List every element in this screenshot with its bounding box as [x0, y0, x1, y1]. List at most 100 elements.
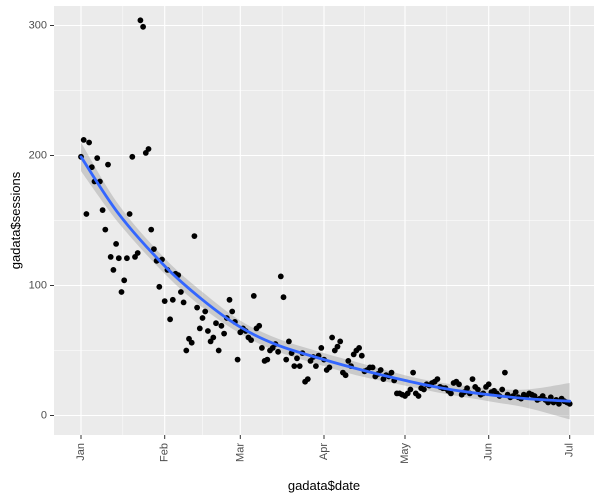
data-point — [115, 255, 122, 262]
data-point — [280, 294, 287, 301]
data-point — [169, 296, 176, 303]
data-point — [326, 364, 333, 371]
y-tick-label: 300 — [29, 20, 47, 32]
data-point — [145, 146, 152, 152]
data-point — [156, 283, 163, 290]
data-point — [277, 273, 284, 280]
data-point — [202, 308, 209, 315]
data-point — [148, 226, 155, 233]
data-point — [124, 255, 130, 262]
x-tick-label: Jul — [564, 443, 576, 457]
data-point — [210, 334, 217, 341]
data-point — [388, 369, 395, 376]
y-tick-label: 200 — [29, 150, 47, 162]
data-point — [512, 389, 519, 395]
data-point — [180, 299, 187, 306]
data-point — [183, 347, 190, 354]
data-point — [221, 330, 228, 337]
data-point — [107, 254, 114, 260]
x-tick-label: Feb — [159, 443, 171, 462]
major-gridlines — [54, 6, 594, 435]
data-point — [334, 343, 341, 350]
data-point — [369, 364, 376, 371]
data-point — [475, 386, 481, 393]
x-tick-label: Apr — [318, 443, 330, 460]
data-point — [499, 386, 506, 393]
data-point — [110, 267, 117, 273]
data-point — [434, 376, 441, 382]
data-points — [78, 17, 573, 407]
data-point — [407, 386, 414, 393]
data-point — [259, 345, 265, 351]
data-point — [234, 356, 241, 363]
x-tick-label: May — [399, 443, 411, 464]
data-point — [102, 226, 109, 233]
data-point — [196, 325, 203, 332]
data-point — [291, 363, 298, 369]
data-point — [113, 241, 119, 247]
data-point — [99, 207, 106, 214]
data-point — [318, 345, 325, 351]
data-point — [464, 385, 470, 392]
data-point — [410, 369, 416, 376]
data-point — [377, 367, 384, 373]
data-point — [188, 339, 195, 346]
y-tick-label: 0 — [41, 410, 47, 422]
data-point — [283, 356, 290, 363]
data-point — [421, 386, 427, 393]
data-point — [126, 211, 133, 217]
axes: Jan Feb Mar Apr May Jun Jul 0 100 200 300 — [29, 20, 576, 464]
x-axis-title: gadata$date — [288, 478, 360, 493]
data-point — [205, 328, 211, 334]
data-point — [469, 376, 476, 382]
data-point — [329, 334, 335, 341]
data-point — [296, 363, 303, 369]
data-point — [88, 164, 95, 171]
data-point — [264, 356, 271, 363]
data-point — [218, 322, 225, 329]
data-point — [485, 381, 492, 388]
data-point — [502, 369, 508, 376]
data-point — [191, 233, 198, 240]
trend-line-path — [79, 155, 572, 403]
data-point — [80, 137, 87, 143]
data-point — [286, 338, 292, 345]
data-point — [215, 347, 222, 354]
data-point — [275, 348, 281, 355]
data-point — [556, 400, 562, 407]
data-point — [250, 293, 257, 299]
data-point — [226, 296, 233, 303]
data-point — [134, 250, 141, 256]
data-point — [151, 246, 157, 253]
data-point — [105, 161, 111, 168]
x-tick-label: Jun — [483, 443, 495, 461]
data-point — [294, 355, 300, 362]
data-point — [356, 345, 362, 351]
data-point — [178, 289, 184, 295]
data-point — [248, 337, 255, 343]
data-point — [129, 153, 136, 160]
data-point — [229, 308, 236, 315]
data-point — [86, 139, 92, 146]
data-point — [167, 316, 174, 323]
data-point — [256, 322, 263, 329]
x-tick-label: Jan — [75, 443, 87, 461]
data-point — [199, 315, 206, 321]
data-point — [213, 320, 219, 327]
y-tick-label: 100 — [29, 280, 47, 292]
data-point — [415, 393, 422, 399]
data-point — [313, 363, 319, 369]
data-point — [137, 17, 144, 24]
data-point — [140, 23, 147, 30]
data-point — [121, 277, 128, 284]
data-point — [304, 376, 311, 382]
data-point — [456, 381, 462, 388]
data-point — [83, 211, 90, 217]
data-point — [448, 390, 454, 397]
trend-line — [79, 155, 572, 403]
data-point — [94, 155, 101, 162]
data-point — [337, 338, 344, 345]
y-axis-title: gadata$sessions — [8, 171, 23, 269]
data-point — [118, 289, 125, 295]
